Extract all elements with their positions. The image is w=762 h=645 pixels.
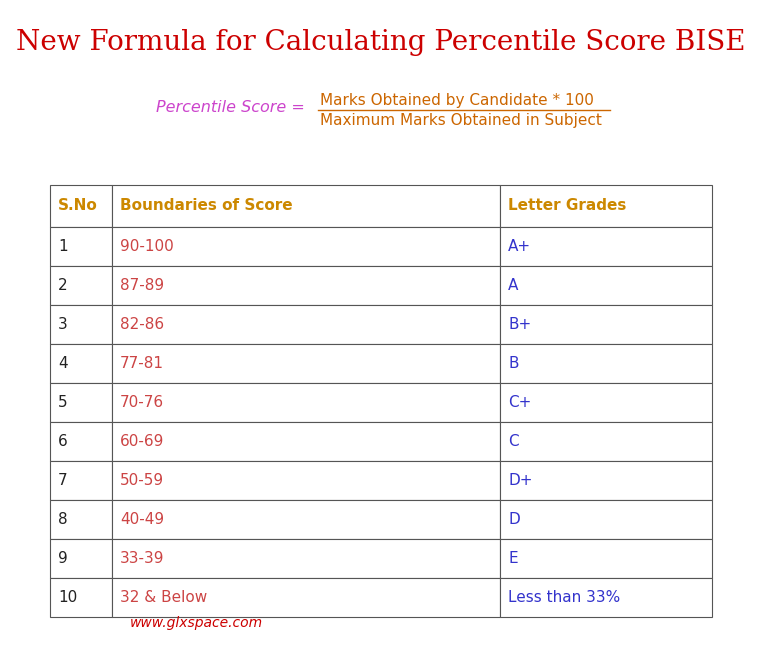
Bar (112, 539, 500, 578)
Text: D+: D+ (508, 473, 533, 488)
Bar (112, 185, 500, 227)
Bar (50, 500, 112, 539)
Bar (500, 383, 712, 422)
Text: 2: 2 (58, 278, 68, 293)
Text: C: C (508, 434, 519, 449)
Text: 5: 5 (58, 395, 68, 410)
Bar (50, 461, 112, 500)
Bar (112, 305, 500, 344)
Text: D: D (508, 512, 520, 527)
Text: Less than 33%: Less than 33% (508, 590, 620, 605)
Bar (500, 305, 712, 344)
Text: B+: B+ (508, 317, 531, 332)
Text: Boundaries of Score: Boundaries of Score (120, 199, 293, 213)
Text: www.glxspace.com: www.glxspace.com (130, 616, 263, 630)
Bar (500, 500, 712, 539)
Bar (112, 266, 500, 305)
Text: 3: 3 (58, 317, 68, 332)
Text: A: A (508, 278, 518, 293)
Text: New Formula for Calculating Percentile Score BISE: New Formula for Calculating Percentile S… (16, 28, 746, 55)
Text: 70-76: 70-76 (120, 395, 164, 410)
Text: 87-89: 87-89 (120, 278, 164, 293)
Bar (50, 578, 112, 617)
Text: 9: 9 (58, 551, 68, 566)
Text: 6: 6 (58, 434, 68, 449)
Bar (112, 344, 500, 383)
Bar (50, 344, 112, 383)
Text: 7: 7 (58, 473, 68, 488)
Text: A+: A+ (508, 239, 531, 254)
Text: Marks Obtained by Candidate * 100: Marks Obtained by Candidate * 100 (320, 93, 594, 108)
Text: Percentile Score =: Percentile Score = (156, 101, 305, 115)
Bar (500, 227, 712, 266)
Bar (500, 344, 712, 383)
Bar (112, 422, 500, 461)
Bar (112, 500, 500, 539)
Bar (500, 422, 712, 461)
Text: 4: 4 (58, 356, 68, 371)
Text: 33-39: 33-39 (120, 551, 165, 566)
Text: 82-86: 82-86 (120, 317, 164, 332)
Bar (112, 383, 500, 422)
Text: 50-59: 50-59 (120, 473, 164, 488)
Text: 1: 1 (58, 239, 68, 254)
Bar (112, 461, 500, 500)
Text: S.No: S.No (58, 199, 98, 213)
Text: 77-81: 77-81 (120, 356, 164, 371)
Text: B: B (508, 356, 518, 371)
Text: C+: C+ (508, 395, 531, 410)
Text: E: E (508, 551, 517, 566)
Bar (50, 383, 112, 422)
Bar (50, 422, 112, 461)
Bar (500, 539, 712, 578)
Bar (500, 185, 712, 227)
Bar (112, 578, 500, 617)
Text: Maximum Marks Obtained in Subject: Maximum Marks Obtained in Subject (320, 113, 602, 128)
Text: 60-69: 60-69 (120, 434, 165, 449)
Text: 40-49: 40-49 (120, 512, 164, 527)
Text: 10: 10 (58, 590, 77, 605)
Bar (50, 266, 112, 305)
Bar (500, 266, 712, 305)
Text: 8: 8 (58, 512, 68, 527)
Bar (112, 227, 500, 266)
Bar (500, 461, 712, 500)
Text: 90-100: 90-100 (120, 239, 174, 254)
Text: 32 & Below: 32 & Below (120, 590, 207, 605)
Bar (50, 539, 112, 578)
Bar (50, 305, 112, 344)
Bar (50, 227, 112, 266)
Bar (500, 578, 712, 617)
Text: Letter Grades: Letter Grades (508, 199, 626, 213)
Bar (50, 185, 112, 227)
